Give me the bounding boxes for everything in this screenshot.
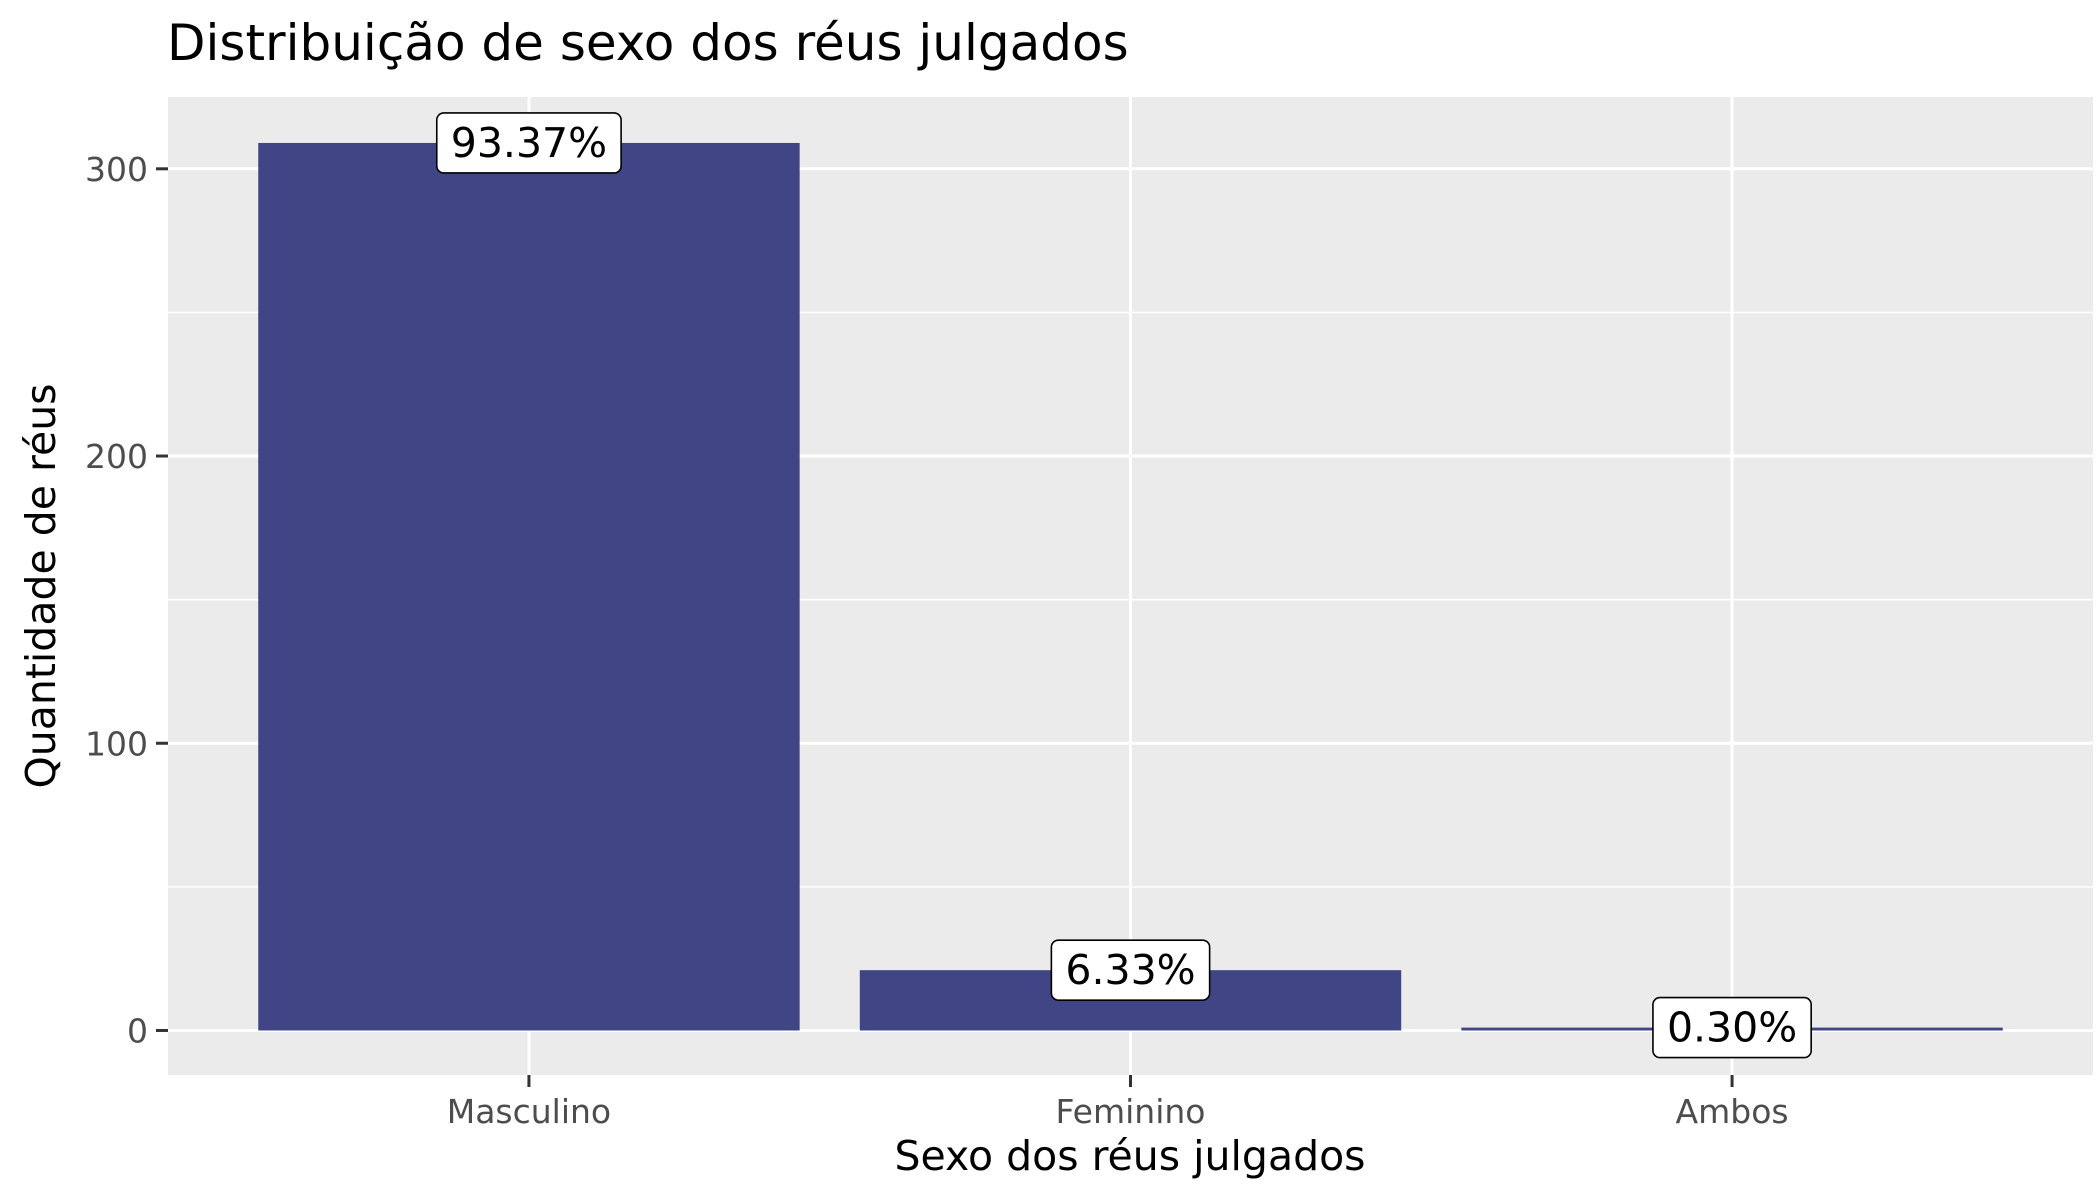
y-tick-label: 200 (85, 437, 148, 476)
y-tick-label: 300 (85, 150, 148, 189)
data-label-group: 93.37% (435, 112, 622, 174)
y-tick-label: 0 (127, 1011, 148, 1050)
data-label: 0.30% (1667, 1004, 1797, 1052)
x-tick-label: Feminino (1056, 1092, 1206, 1131)
x-axis: Masculino Feminino Ambos (447, 1075, 1789, 1131)
data-label-group: 6.33% (1050, 939, 1211, 1001)
data-label: 93.37% (451, 119, 607, 167)
y-axis: 0 100 200 300 (85, 150, 168, 1050)
data-label-box (1652, 996, 1812, 1059)
y-tick-label: 100 (85, 724, 148, 763)
data-label: 6.33% (1065, 946, 1195, 994)
bar-masculino (258, 142, 800, 1031)
x-tick-label: Masculino (447, 1092, 611, 1131)
data-label-group: 0.30% (1652, 996, 1812, 1059)
x-axis-title: Sexo dos réus julgados (894, 1132, 1365, 1180)
data-label-box (435, 112, 622, 174)
data-label-box (1050, 939, 1211, 1001)
y-axis-title: Quantidade de réus (17, 383, 65, 788)
chart-title: Distribuição de sexo dos réus julgados (167, 14, 1129, 72)
data-labels: 93.37% 6.33% 0.30% (435, 112, 1812, 1059)
x-tick-label: Ambos (1676, 1092, 1789, 1131)
